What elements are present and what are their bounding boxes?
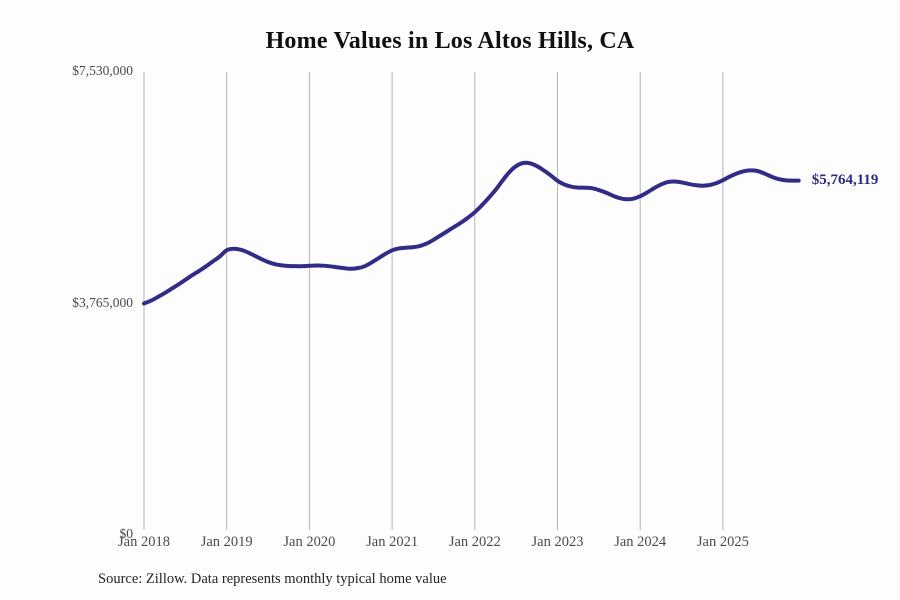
x-axis-tick-label: Jan 2022 (448, 534, 501, 550)
home-value-line (142, 160, 801, 306)
x-axis-tick-label: Jan 2025 (696, 534, 749, 550)
x-axis-tick-label: Jan 2019 (200, 534, 253, 550)
x-axis-tick-label: Jan 2024 (614, 534, 667, 550)
end-value-label: $5,764,119 (811, 171, 879, 188)
y-axis-tick-label: $7,530,000 (72, 63, 133, 78)
source-note: Source: Zillow. Data represents monthly … (98, 571, 447, 587)
x-axis-tick-label: Jan 2020 (283, 534, 336, 550)
x-axis-tick-label: Jan 2021 (366, 534, 419, 550)
x-axis-tick-label: Jan 2023 (531, 534, 584, 550)
chart-title: Home Values in Los Altos Hills, CA (265, 28, 635, 54)
x-axis-tick-label: Jan 2018 (118, 534, 170, 550)
y-axis-tick-label: $0 (119, 526, 134, 541)
gridlines (143, 72, 724, 530)
y-axis-tick-label: $3,765,000 (72, 294, 133, 310)
